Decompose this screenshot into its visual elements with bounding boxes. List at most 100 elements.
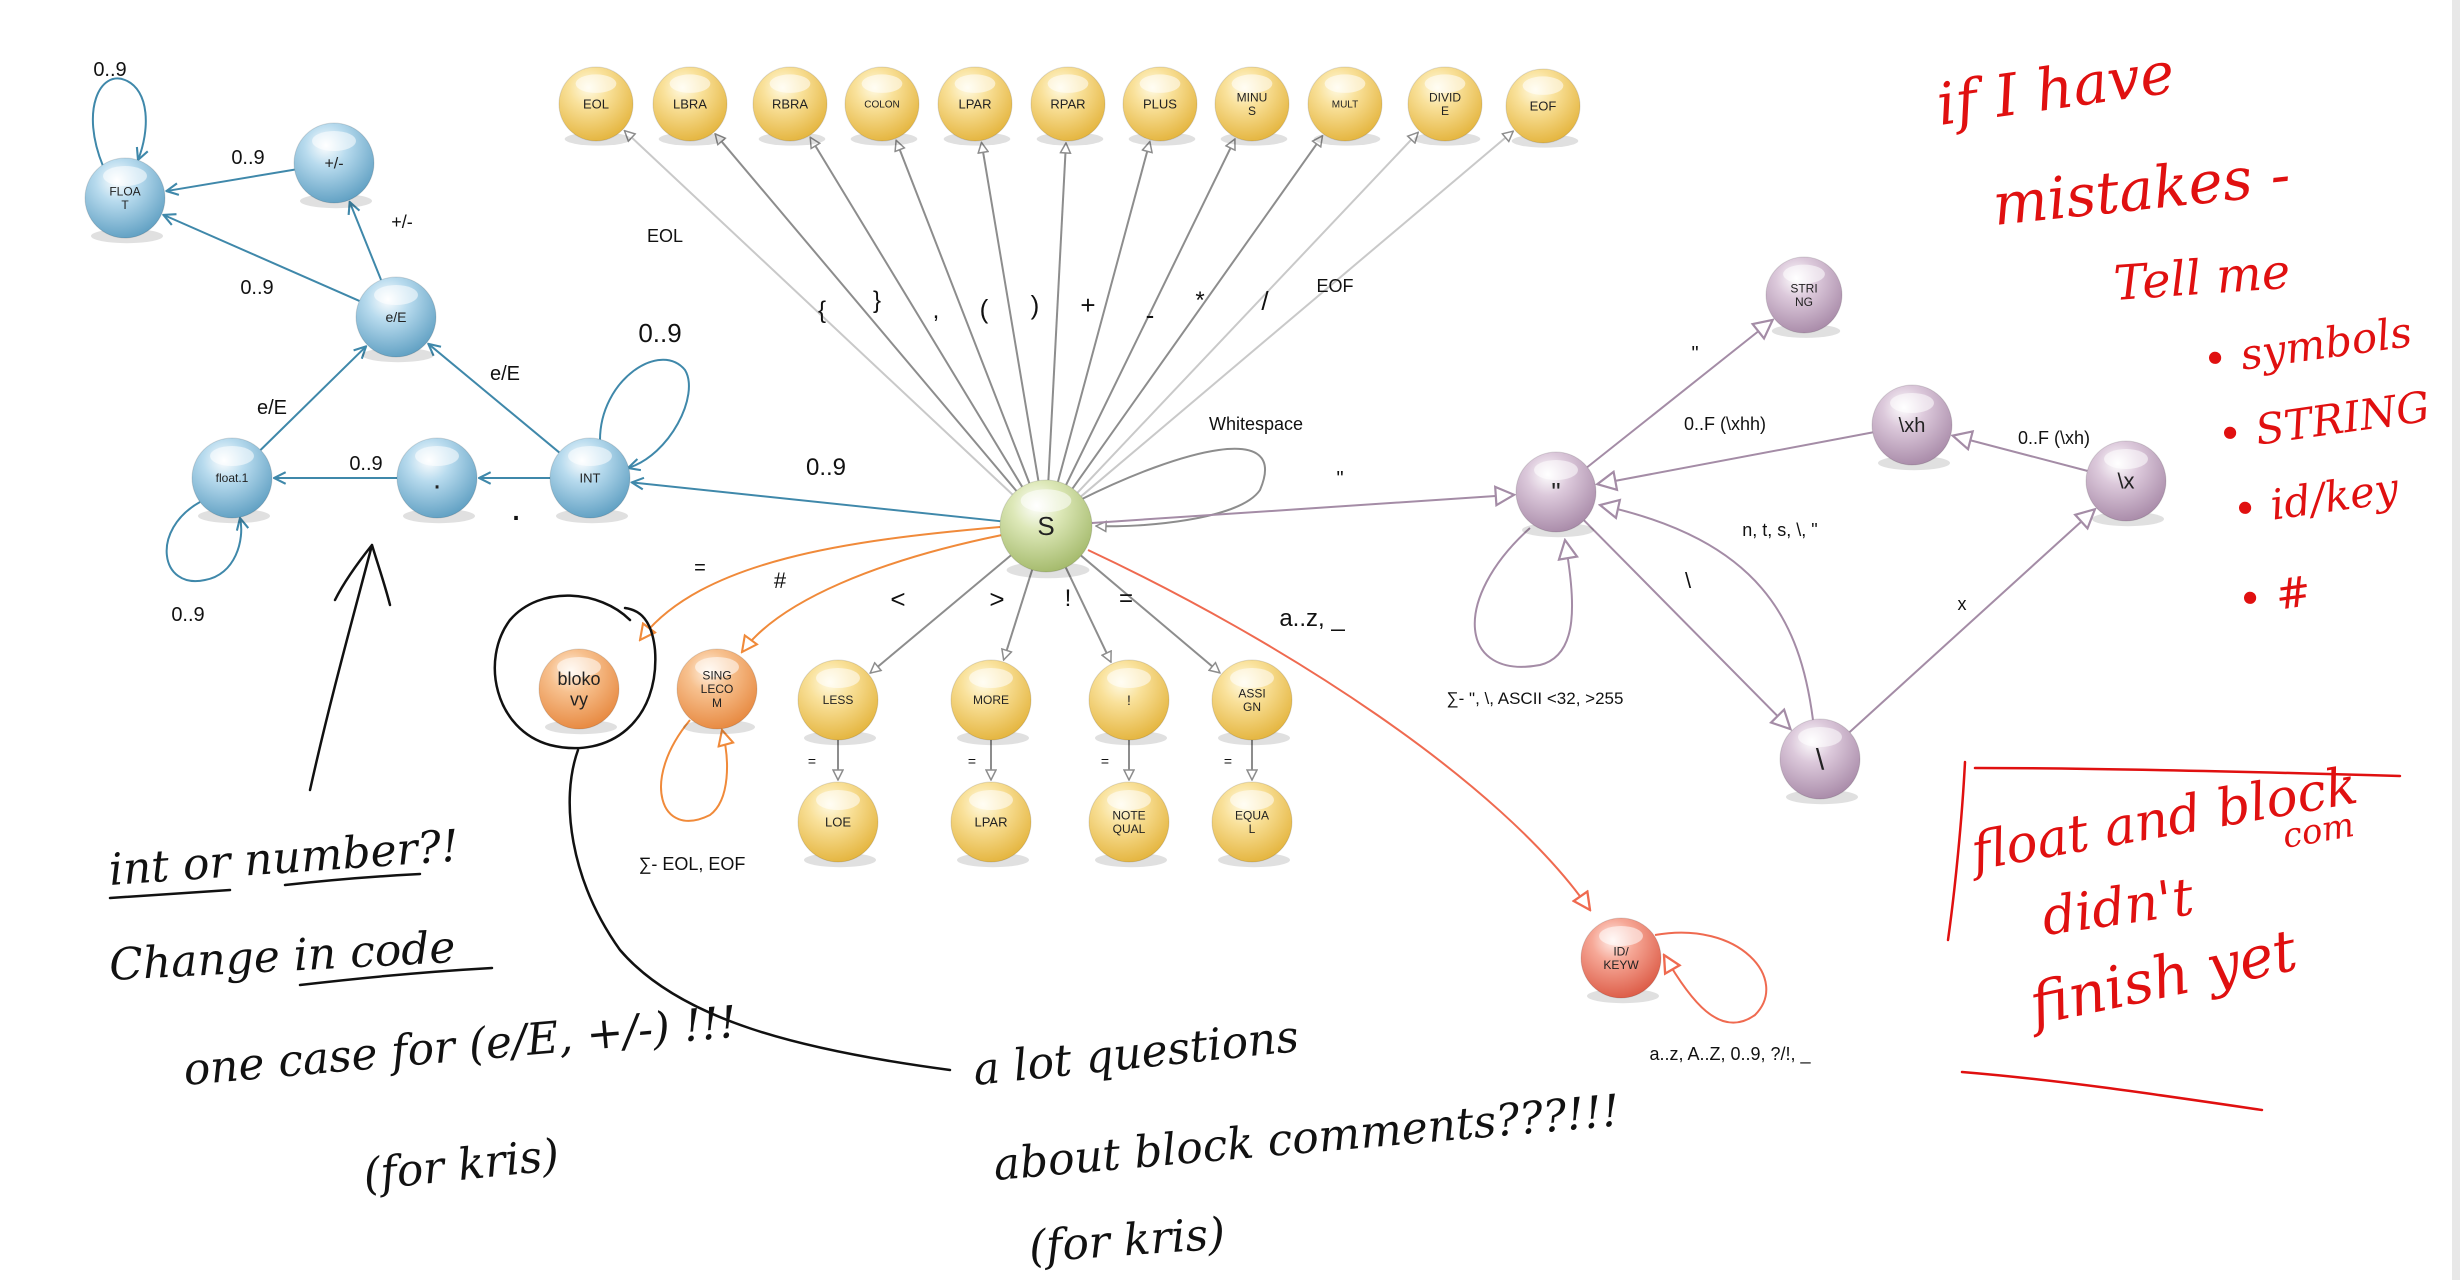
state-label-eol: EOL — [583, 97, 609, 112]
edge-label-to-lbra: { — [818, 297, 826, 324]
state-node-eol: EOL — [558, 66, 634, 146]
state-label-float-1: FLOA — [109, 184, 140, 198]
transition-edges — [91, 77, 2095, 1024]
edge-bs-to-hexx — [1848, 509, 2095, 733]
edge-s-to-excl — [1064, 567, 1111, 663]
state-node-exp: e/E — [355, 276, 437, 363]
ink-red-bottom-line — [1960, 1070, 2264, 1112]
state-node-excl: ! — [1088, 659, 1170, 746]
state-node-mult: MULT — [1307, 66, 1383, 146]
ink-red-bar-left — [1946, 760, 1967, 942]
state-label-idkey-2: KEYW — [1603, 958, 1639, 972]
edge-s-to-rpar — [1047, 143, 1066, 481]
edge-id-loop — [1654, 931, 1768, 1024]
red-note2-line-2: didn't — [2038, 867, 2197, 948]
edge-label-hexx-hex: 0..F (\xh) — [2018, 428, 2090, 448]
edge-label-quote-bs: \ — [1685, 568, 1692, 593]
edge-label-int-loop: 0..9 — [638, 318, 681, 348]
ink-strike-code — [298, 966, 494, 987]
state-label-hex: \xh — [1899, 415, 1926, 437]
state-label-start: S — [1037, 511, 1054, 541]
edge-label-more-moe: = — [968, 753, 976, 769]
state-label-singlecom-3: M — [712, 696, 722, 710]
edge-s-to-plus — [1057, 142, 1150, 482]
state-label-exp: e/E — [385, 309, 406, 325]
state-node-hexx: \x — [2085, 440, 2167, 527]
edge-quote-loop — [1473, 527, 1572, 668]
black-note-block: a lot questions about block comments???!… — [971, 1011, 1622, 1273]
state-label-eof: EOF — [1530, 99, 1557, 114]
red-note-line-1: if I have — [1932, 38, 2178, 139]
state-label-int: INT — [580, 471, 601, 486]
state-label-blokovy-2: vy — [570, 690, 588, 710]
edge-s-to-blok — [640, 526, 1001, 640]
edge-label-int-to-exp: e/E — [490, 363, 520, 385]
state-node-rpar: RPAR — [1030, 66, 1106, 146]
state-label-assign-1: ASSI — [1238, 686, 1265, 700]
state-label-dot: . — [433, 463, 441, 496]
edge-s-to-lpar — [981, 142, 1040, 481]
edge-label-to-less: < — [890, 584, 905, 614]
state-node-int: INT — [549, 437, 631, 524]
red-note-unfinished: float and block com didn't finish yet — [1963, 756, 2362, 1040]
edge-s-to-colon — [896, 140, 1031, 484]
state-label-loe: LOE — [825, 815, 851, 830]
edge-label-exp-to-pm: +/- — [391, 212, 413, 232]
edge-label-int-to-dot: . — [511, 487, 522, 529]
edge-label-to-rpar: ) — [1031, 290, 1040, 320]
ink-arrow-up — [308, 543, 392, 792]
edge-label-exp-to-float: 0..9 — [240, 277, 273, 299]
edge-quote-to-string — [1586, 320, 1772, 468]
edge-label-to-mult: * — [1195, 287, 1204, 314]
state-node-lpar: LPAR — [937, 66, 1013, 146]
edge-label-to-excl: ! — [1065, 585, 1072, 612]
state-node-loe: LOE — [797, 781, 879, 868]
red-list-item-2: • STRING — [2215, 382, 2433, 460]
state-label-excl: ! — [1127, 692, 1131, 708]
edge-hexx-to-hex — [1953, 436, 2088, 472]
edge-int-to-exp — [428, 344, 560, 454]
edge-single-loop — [660, 719, 727, 822]
edge-label-pm-to-float: 0..9 — [231, 147, 264, 169]
state-label-equal-1: EQUA — [1235, 808, 1269, 822]
state-label-minus-2: S — [1248, 104, 1256, 118]
state-label-quote: " — [1551, 477, 1560, 507]
edge-label-to-plus: + — [1080, 290, 1095, 320]
edge-label-assign-eq: = — [1224, 753, 1232, 769]
edge-s-to-more — [1004, 569, 1034, 660]
edge-s-to-single — [742, 534, 1003, 652]
state-label-divide-2: E — [1441, 104, 1449, 118]
vertical-scrollbar[interactable] — [2452, 0, 2460, 1280]
edge-int-loop — [599, 358, 690, 468]
edge-label-to-blok: = — [694, 557, 706, 579]
red-list-item-1: • symbols — [2200, 307, 2415, 385]
edge-label-less-loe: = — [808, 753, 816, 769]
edge-exp-to-float — [163, 215, 360, 302]
edge-float1-to-exp — [259, 346, 366, 451]
state-label-singlecom-1: SING — [702, 668, 731, 682]
red-note-list: • symbols • STRING • id/key • # — [2200, 307, 2433, 625]
state-node-eof: EOF — [1505, 68, 1581, 148]
black-note2-line-1: a lot questions — [971, 1011, 1301, 1096]
transition-labels: EOL {}, () + - * / EOF Whitespace 0..9. 0..9 e/E e/E… — [93, 59, 2090, 1065]
edge-label-to-assign: = — [1119, 585, 1133, 612]
edge-s-to-minus — [1065, 139, 1236, 486]
state-label-plusminus: +/- — [324, 156, 343, 173]
edge-label-quote-hex: 0..F (\xhh) — [1684, 414, 1766, 434]
state-label-hexx: \x — [2117, 469, 2134, 494]
edge-s-to-divide — [1076, 132, 1419, 494]
ink-line-to-question — [568, 748, 952, 1072]
state-label-divide-1: DIVID — [1429, 90, 1461, 104]
state-node-moe: LPAR — [950, 781, 1032, 868]
state-node-string: STRING — [1765, 256, 1843, 338]
black-note-line-3: one case for (e/E, +/-) !!! — [182, 997, 739, 1096]
state-node-colon: COLON — [844, 66, 920, 146]
